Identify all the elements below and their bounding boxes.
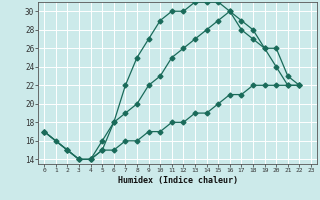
X-axis label: Humidex (Indice chaleur): Humidex (Indice chaleur) xyxy=(118,176,238,185)
